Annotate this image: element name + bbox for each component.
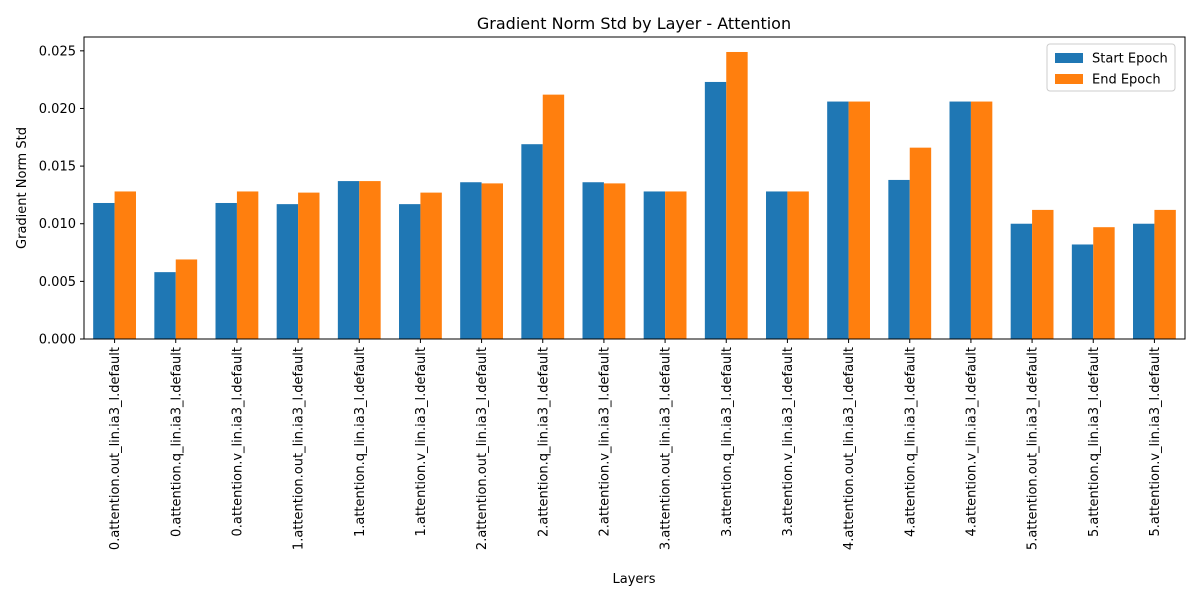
bar-end-16	[1093, 227, 1115, 339]
chart-title: Gradient Norm Std by Layer - Attention	[477, 14, 791, 33]
x-tick-label: 3.attention.q_lin.ia3_l.default	[720, 347, 735, 537]
bar-start-0	[93, 202, 115, 339]
y-tick-label: 0.020	[39, 102, 76, 117]
bar-end-9	[665, 191, 687, 339]
bar-end-15	[1032, 209, 1054, 339]
bar-end-14	[970, 101, 993, 339]
bar-end-11	[787, 191, 809, 339]
x-tick-labels: 0.attention.out_lin.ia3_l.default 0.atten…	[108, 339, 1163, 550]
bar-end-10	[726, 51, 748, 339]
y-tick-label: 0.005	[39, 275, 76, 290]
bar-start-2	[215, 202, 237, 339]
bar-start-5	[399, 204, 421, 339]
bar-end-13	[909, 147, 932, 339]
bar-start-3	[276, 204, 299, 339]
axes-group	[83, 36, 1186, 340]
x-tick-label: 3.attention.out_lin.ia3_l.default	[659, 347, 674, 550]
y-tick-label: 0.010	[39, 217, 76, 232]
bar-start-1	[154, 272, 176, 339]
bar-start-7	[521, 144, 543, 339]
x-tick-label: 5.attention.q_lin.ia3_l.default	[1087, 347, 1102, 537]
bar-end-0	[114, 191, 136, 339]
legend-label: Start Epoch	[1092, 52, 1168, 67]
bar-start-4	[337, 181, 360, 339]
bar-end-12	[848, 101, 870, 339]
y-tick-label: 0.025	[39, 44, 76, 59]
x-tick-label: 0.attention.out_lin.ia3_l.default	[108, 347, 123, 550]
bar-end-5	[420, 192, 442, 339]
x-tick-label: 1.attention.out_lin.ia3_l.default	[292, 347, 307, 550]
bar-start-9	[643, 191, 666, 339]
bar-start-16	[1071, 244, 1094, 339]
bars-group	[93, 51, 1176, 340]
bar-end-2	[236, 191, 259, 339]
y-tick-label: 0.000	[39, 333, 76, 348]
bar-start-10	[704, 81, 727, 340]
y-tick-labels: 0.000 0.005 0.010 0.015 0.020 0.025	[39, 44, 84, 348]
y-tick-label: 0.015	[39, 160, 76, 175]
plot-frame	[83, 36, 1186, 340]
x-tick-label: 2.attention.q_lin.ia3_l.default	[536, 347, 551, 537]
bar-end-8	[603, 183, 626, 339]
x-tick-label: 4.attention.out_lin.ia3_l.default	[842, 347, 857, 550]
x-tick-label: 1.attention.q_lin.ia3_l.default	[353, 347, 368, 537]
x-axis-title: Layers	[612, 572, 655, 587]
bar-end-3	[298, 192, 320, 339]
bar-start-15	[1010, 223, 1033, 339]
bar-start-6	[460, 182, 482, 339]
x-tick-label: 4.attention.q_lin.ia3_l.default	[903, 347, 918, 537]
bar-start-8	[582, 182, 604, 339]
x-tick-label: 5.attention.v_lin.ia3_l.default	[1148, 347, 1163, 536]
x-tick-label: 0.attention.v_lin.ia3_l.default	[230, 347, 245, 536]
bar-end-7	[542, 94, 565, 339]
x-tick-label: 3.attention.v_lin.ia3_l.default	[781, 347, 796, 536]
x-tick-label: 2.attention.v_lin.ia3_l.default	[597, 347, 612, 536]
x-tick-label: 4.attention.v_lin.ia3_l.default	[964, 347, 979, 536]
legend-label: End Epoch	[1092, 73, 1161, 88]
bar-end-4	[359, 181, 381, 339]
bar-start-17	[1133, 223, 1155, 339]
x-tick-label: 5.attention.out_lin.ia3_l.default	[1026, 347, 1041, 550]
bar-end-17	[1154, 209, 1176, 339]
legend-swatch	[1055, 74, 1083, 84]
bar-start-13	[888, 179, 910, 339]
legend-swatch	[1055, 53, 1083, 63]
bar-end-6	[481, 183, 503, 339]
legend: Start Epoch End Epoch	[1046, 43, 1176, 92]
bar-start-12	[827, 101, 849, 339]
x-tick-label: 2.attention.out_lin.ia3_l.default	[475, 347, 490, 550]
x-tick-label: 1.attention.v_lin.ia3_l.default	[414, 347, 429, 536]
bar-start-11	[766, 191, 788, 339]
bar-start-14	[949, 101, 971, 339]
y-axis-title: Gradient Norm Std	[15, 127, 30, 249]
x-tick-label: 0.attention.q_lin.ia3_l.default	[169, 347, 184, 537]
bar-end-1	[175, 259, 198, 339]
